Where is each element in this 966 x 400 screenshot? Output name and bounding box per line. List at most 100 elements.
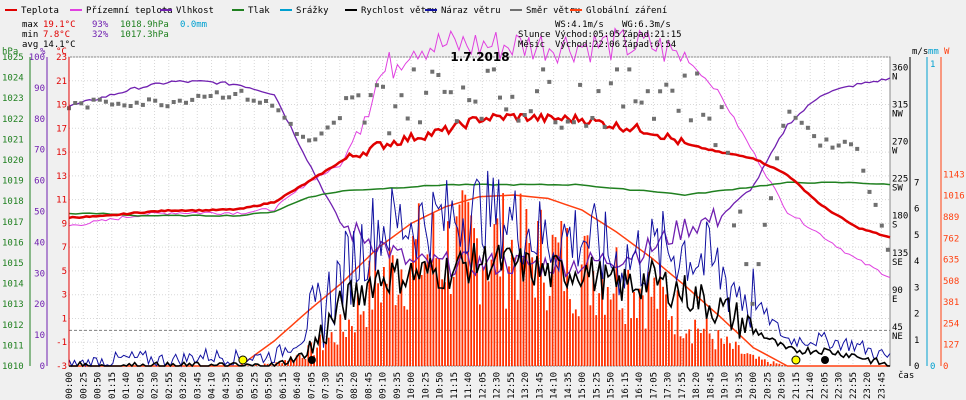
- radiation-bar: [429, 260, 432, 366]
- wind-direction-dot: [467, 98, 472, 103]
- dir-tick-label: 270: [892, 138, 908, 148]
- x-tick-label: 14:35: [564, 372, 574, 399]
- w-tick-label: 254: [943, 319, 959, 329]
- wind-direction-dot: [849, 142, 853, 147]
- radiation-bar: [621, 308, 624, 366]
- x-tick-label: 22:30: [835, 372, 845, 399]
- degc-tick-label: 19: [56, 101, 67, 111]
- radiation-bar: [490, 259, 493, 366]
- hpa-tick-label: 1017: [2, 218, 24, 228]
- radiation-bar: [330, 332, 333, 366]
- radiation-bar: [400, 269, 403, 366]
- degc-tick-label: 13: [56, 172, 67, 182]
- wind-direction-dot: [725, 150, 730, 155]
- radiation-bar: [403, 306, 406, 366]
- radiation-bar: [601, 273, 603, 366]
- radiation-bar: [604, 314, 606, 366]
- radiation-bar: [697, 328, 699, 366]
- legend-label: Globální záření: [586, 6, 667, 16]
- radiation-bar: [691, 343, 693, 366]
- wind-direction-dot: [393, 104, 398, 109]
- wind-direction-dot: [885, 247, 890, 252]
- wind-direction-dot: [461, 85, 466, 90]
- x-tick-label: 23:45: [877, 372, 887, 399]
- w-tick-label: 508: [943, 277, 959, 287]
- wind-direction-dot: [491, 67, 496, 72]
- radiation-bar: [481, 267, 484, 366]
- radiation-bar: [426, 254, 429, 366]
- x-tick-label: 18:45: [706, 372, 716, 399]
- header-info: max 19.1°C 93% 1018.9hPa 0.0mm min 7.8°C 32% 101…: [22, 20, 682, 50]
- x-tick-label: 07:30: [322, 372, 332, 399]
- hpa-tick-label: 1025: [2, 53, 24, 63]
- stat-min-press: 1017.3hPa: [120, 30, 169, 40]
- info-moon-rise: Východ:22:06: [555, 40, 620, 50]
- wind-direction-dot: [251, 98, 256, 103]
- w-tick-label: 1016: [943, 192, 965, 202]
- radiation-bar: [638, 288, 641, 366]
- radiation-bar: [606, 287, 609, 366]
- radiation-bar: [563, 291, 566, 366]
- x-tick-label: 21:15: [792, 372, 802, 399]
- humidity-line: [68, 77, 891, 278]
- wind-direction-dot: [337, 116, 342, 121]
- radiation-bar: [775, 363, 778, 366]
- x-tick-label: 18:20: [692, 372, 702, 399]
- wind-direction-dot: [873, 202, 878, 207]
- radiation-bar: [737, 345, 740, 366]
- radiation-bar: [670, 316, 673, 366]
- hpa-tick-label: 1016: [2, 238, 24, 248]
- radiation-bar: [322, 350, 324, 366]
- radiation-bar: [511, 239, 513, 366]
- wind-direction-dot: [769, 196, 773, 201]
- wind-direction-dot: [184, 100, 188, 105]
- radiation-bar: [420, 275, 423, 366]
- hpa-tick-label: 1011: [2, 341, 24, 351]
- hpa-tick-label: 1018: [2, 197, 24, 207]
- radiation-bar: [266, 363, 269, 366]
- x-tick-label: 07:05: [307, 372, 317, 399]
- wind-direction-dot: [682, 73, 687, 78]
- x-tick-label: 12:55: [507, 372, 517, 399]
- hpa-tick-label: 1021: [2, 135, 24, 145]
- radiation-bar: [624, 324, 627, 366]
- wind-direction-dot: [220, 95, 225, 100]
- wind-direction-dot: [639, 100, 644, 105]
- radiation-bar: [534, 297, 536, 366]
- degc-tick-label: -3: [56, 362, 67, 372]
- radiation-bar: [572, 313, 574, 366]
- wind-direction-dot: [596, 89, 601, 94]
- radiation-bar: [714, 349, 717, 366]
- wind-direction-dot: [799, 120, 804, 125]
- wind-direction-dot: [374, 83, 379, 88]
- radiation-bar: [618, 309, 621, 366]
- radiation-bar: [543, 282, 545, 366]
- dir-compass-label: SE: [892, 258, 903, 268]
- radiation-bar: [679, 336, 682, 366]
- radiation-bar: [778, 363, 781, 366]
- x-tick-label: 06:40: [293, 372, 303, 399]
- stat-max-temp: 19.1°C: [43, 20, 76, 30]
- info-moon-label: Měsíc: [518, 40, 545, 50]
- wind-direction-dot: [559, 125, 564, 130]
- x-tick-label: 02:55: [165, 372, 175, 399]
- wind-direction-dot: [719, 105, 724, 110]
- wind-direction-dot: [454, 119, 459, 124]
- radiation-bar: [278, 361, 281, 366]
- wind-speed-line: [69, 243, 891, 368]
- wind-direction-dot: [227, 95, 232, 100]
- pct-axis-title: %: [40, 47, 46, 57]
- x-tick-label: 05:25: [250, 372, 260, 399]
- x-tick-label: 09:10: [379, 372, 389, 399]
- hpa-axis-title: hPa: [2, 47, 18, 57]
- mm-tick-label: 0: [930, 362, 935, 372]
- hpa-tick-label: 1010: [2, 362, 24, 372]
- pct-tick-label: 0: [40, 362, 45, 372]
- wind-gust-line: [68, 170, 891, 368]
- radiation-bar: [781, 364, 784, 366]
- wind-direction-dot: [510, 94, 515, 99]
- dir-tick-label: 135: [892, 249, 908, 259]
- wind-direction-dot: [836, 143, 841, 148]
- radiation-bar: [388, 247, 391, 366]
- wind-direction-dot: [381, 84, 385, 89]
